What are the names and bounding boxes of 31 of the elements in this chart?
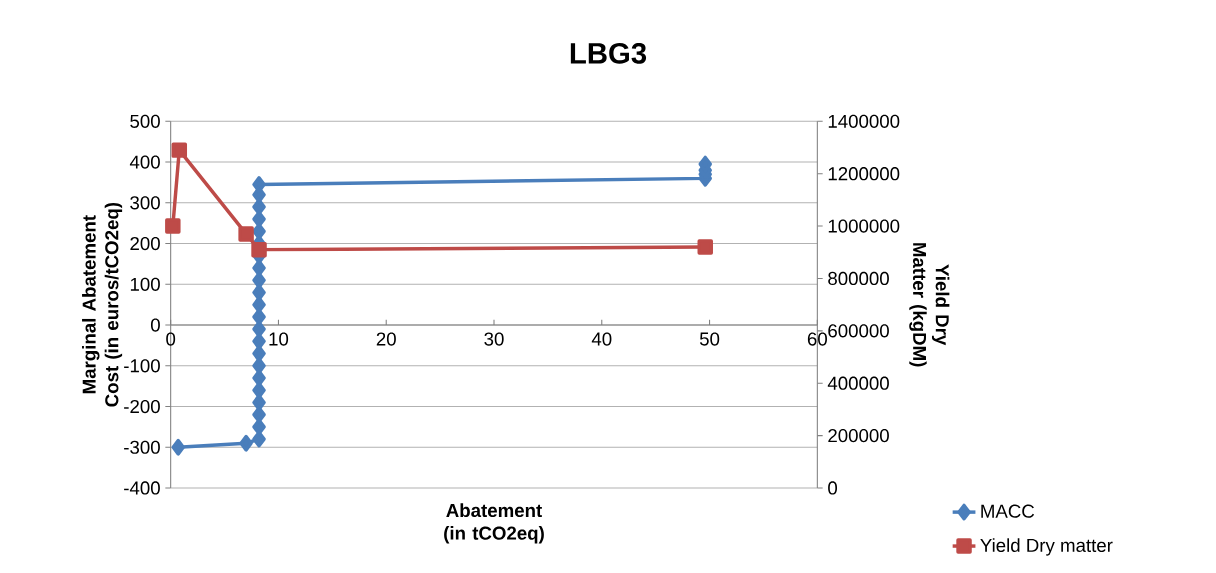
x-tick-label: 10	[269, 332, 289, 346]
legend-label: Yield Dry matter	[980, 538, 1113, 556]
y2-axis-title: Yield Dry Matter (kgDM)	[909, 243, 950, 367]
y-tick-label: -200	[124, 399, 160, 413]
x-tick-label: 0	[166, 332, 176, 346]
x-axis-title: Abatement (in tCO2eq)	[444, 503, 544, 544]
x-tick-label: 20	[376, 332, 396, 346]
y2-tick-label: 0	[828, 481, 838, 495]
y-tick-label: 200	[130, 236, 160, 251]
y2-tick-label: 1200000	[828, 166, 900, 181]
y2-tick-label: 200000	[828, 428, 889, 443]
x-tick-label: 60	[807, 332, 827, 346]
x-tick-label: 50	[699, 332, 720, 346]
chart-title: LBG3	[570, 42, 647, 64]
y-tick-label: 300	[130, 196, 160, 210]
legend-label: MACC	[981, 504, 1035, 518]
y-tick-label: -400	[124, 481, 160, 495]
y-tick-label: -300	[124, 440, 160, 454]
y-tick-label: 500	[130, 114, 160, 128]
x-tick-label: 40	[591, 332, 612, 346]
y-tick-label: -100	[124, 359, 160, 373]
y-tick-label: 0	[150, 318, 160, 332]
y2-tick-label: 1000000	[828, 219, 900, 233]
y2-tick-label: 400000	[827, 376, 889, 390]
x-tick-label: 30	[484, 332, 504, 346]
y-tick-label: 400	[129, 155, 160, 169]
y2-tick-label: 600000	[828, 324, 889, 338]
y2-tick-label: 800000	[828, 271, 889, 285]
y-tick-label: 100	[130, 277, 160, 291]
y2-tick-label: 1400000	[828, 114, 900, 128]
y-axis-title: Marginal Abatement Cost (in euros/tCO2eq)	[82, 202, 123, 407]
